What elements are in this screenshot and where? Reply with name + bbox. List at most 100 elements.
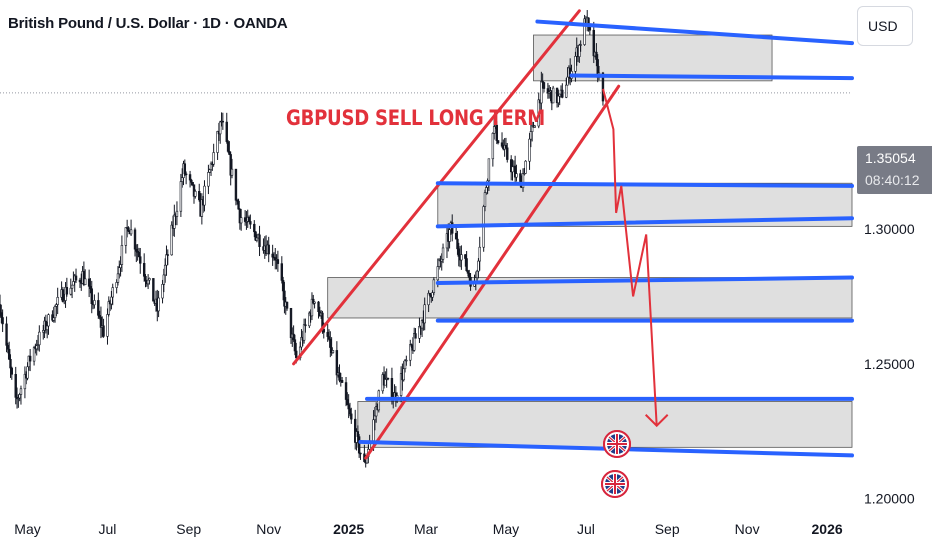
candle: [506, 142, 509, 163]
candle: [592, 21, 595, 64]
candle: [124, 227, 128, 254]
candle: [146, 274, 150, 290]
candle: [500, 132, 504, 148]
candle-body: [183, 163, 187, 175]
candle-body: [281, 280, 285, 292]
candle-body: [276, 259, 280, 264]
uk-flag-icon[interactable]: [603, 430, 631, 458]
candle-body: [506, 147, 509, 160]
candle-body: [340, 380, 344, 383]
candle: [216, 130, 219, 160]
candle-body: [524, 160, 527, 174]
candle-body: [247, 217, 251, 222]
level-line: [435, 216, 854, 229]
candle-body: [93, 300, 96, 306]
candle-body: [120, 245, 124, 265]
candle-body: [373, 415, 377, 421]
candle-body: [18, 394, 21, 399]
candle: [344, 376, 348, 407]
candle: [357, 434, 361, 458]
candle: [524, 160, 527, 174]
x-tick-label: Nov: [735, 521, 760, 537]
candle: [405, 355, 408, 366]
time-axis[interactable]: May Jul Sep Nov 2025 Mar May Jul Sep Nov 2026: [14, 521, 843, 537]
candle-body: [565, 84, 568, 98]
candle-body: [500, 142, 504, 147]
candlestick-series: [0, 10, 605, 468]
candle-body: [6, 345, 10, 350]
candle-body: [326, 331, 329, 337]
candle: [56, 287, 59, 315]
candle: [207, 164, 210, 195]
candle-body: [267, 244, 270, 255]
candle: [350, 407, 353, 424]
candle-body: [310, 298, 314, 317]
candle: [551, 85, 555, 104]
candle-body: [1, 317, 4, 325]
candle: [173, 204, 176, 237]
candle: [521, 168, 525, 192]
candle-body: [119, 264, 122, 268]
candle-body: [583, 18, 586, 45]
candle-body: [173, 214, 176, 229]
candle: [483, 189, 487, 212]
candle-body: [127, 227, 130, 232]
candle-body: [350, 413, 353, 420]
last-price-badge: 1.35054 08:40:12: [857, 146, 932, 194]
candle-body: [221, 120, 225, 123]
price-axis[interactable]: 1.20000 1.25000 1.30000: [864, 221, 915, 506]
candle-body: [148, 278, 151, 281]
candle-body: [166, 254, 169, 256]
candle-body: [207, 172, 210, 187]
y-tick-label: 1.30000: [864, 221, 915, 237]
candle-body: [180, 177, 184, 182]
currency-button[interactable]: USD: [857, 6, 913, 46]
candle-body: [293, 339, 297, 352]
candle: [234, 168, 238, 206]
candle-body: [331, 350, 335, 353]
candle: [221, 112, 225, 130]
candle-body: [529, 131, 533, 140]
candle: [84, 269, 87, 286]
candle-body: [384, 379, 387, 386]
x-tick-label: May: [14, 521, 40, 537]
candle: [533, 124, 536, 128]
candle: [354, 409, 357, 450]
candle-body: [413, 333, 416, 351]
candle-body: [163, 264, 167, 276]
candle: [19, 385, 23, 405]
candle: [102, 318, 105, 338]
candle-body: [61, 289, 65, 302]
candle-body: [441, 247, 445, 260]
candle-body: [464, 254, 467, 259]
candle: [491, 132, 495, 167]
candle-body: [574, 56, 577, 72]
candle: [70, 284, 74, 299]
candle: [441, 243, 445, 264]
candle-body: [357, 436, 361, 454]
candle: [203, 180, 206, 212]
candle: [179, 173, 183, 217]
candle: [65, 277, 69, 297]
candle-body: [152, 278, 155, 302]
candle-body: [521, 173, 525, 189]
candle-body: [496, 140, 500, 144]
x-tick-label: 2025: [333, 521, 364, 537]
candle-body: [191, 182, 194, 186]
candle-body: [558, 93, 561, 97]
candle-body: [228, 151, 231, 155]
candle-body: [14, 374, 17, 398]
candle-body: [432, 279, 436, 293]
candle: [274, 247, 277, 270]
candle: [107, 296, 110, 317]
uk-flag-icon[interactable]: [601, 470, 629, 498]
x-tick-label: Jul: [577, 521, 595, 537]
candle-body: [219, 121, 222, 135]
candle: [188, 170, 192, 188]
candle-body: [317, 301, 320, 313]
support-resistance-lines: [358, 19, 854, 458]
candle: [482, 204, 485, 252]
candle-body: [523, 173, 526, 175]
candle-body: [110, 296, 113, 305]
